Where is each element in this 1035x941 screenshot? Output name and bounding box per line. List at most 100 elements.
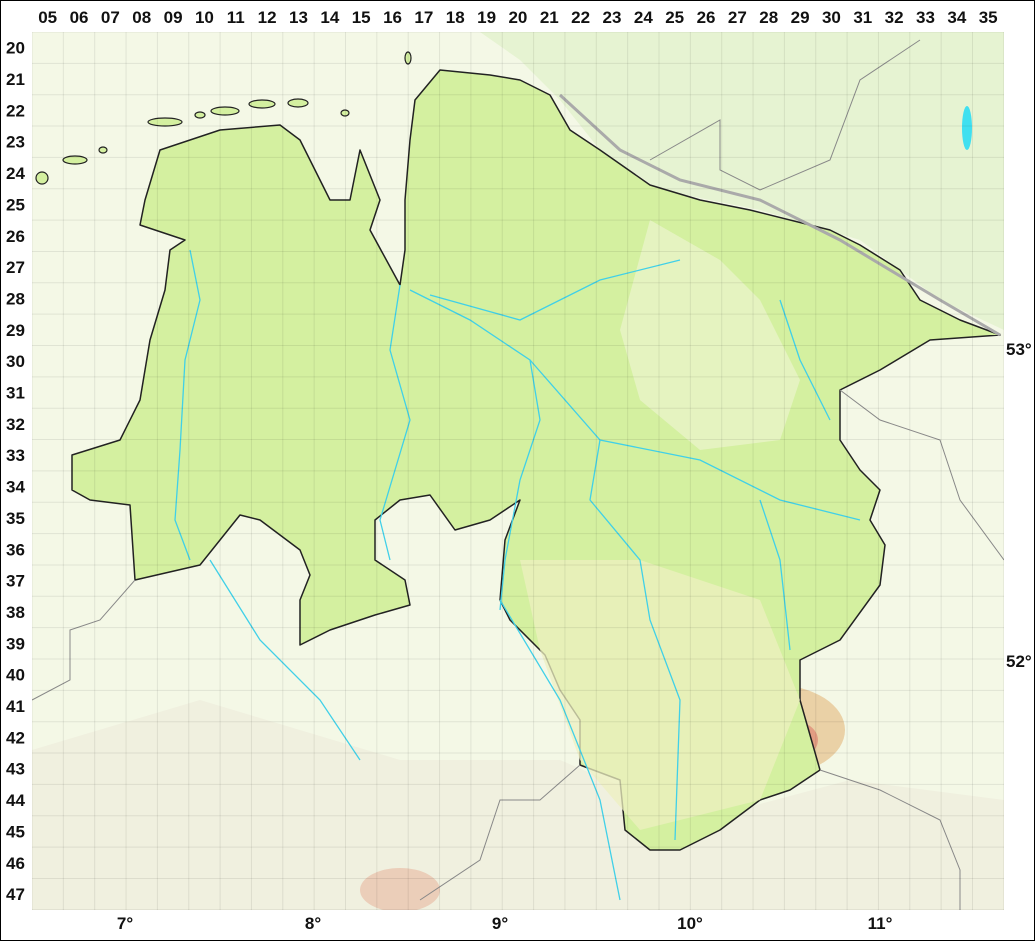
island (147, 117, 183, 127)
row-label: 41 (6, 697, 25, 716)
row-label: 25 (6, 195, 25, 214)
row-label: 39 (6, 634, 25, 653)
column-label: 22 (571, 8, 590, 27)
column-label: 20 (508, 8, 527, 27)
island (194, 111, 206, 119)
column-label: 23 (603, 8, 622, 27)
column-label: 08 (132, 8, 151, 27)
row-label: 35 (6, 509, 25, 528)
column-label: 28 (759, 8, 778, 27)
row-label: 43 (6, 760, 25, 779)
island (35, 171, 49, 185)
island (287, 98, 309, 108)
islands (35, 51, 412, 185)
row-label: 22 (6, 101, 25, 120)
lake (962, 106, 972, 150)
longitude-label: 8° (305, 914, 321, 933)
column-label: 34 (947, 8, 966, 27)
column-label: 06 (70, 8, 89, 27)
column-label: 13 (289, 8, 308, 27)
row-label: 36 (6, 540, 25, 559)
row-label: 23 (6, 133, 25, 152)
column-labels: 05 06 07 08 09 10 11 12 13 14 15 16 17 18 19 20 21 22 23 24… (38, 8, 997, 27)
column-label: 21 (540, 8, 559, 27)
island (340, 109, 350, 117)
heath-area (620, 220, 800, 450)
row-label: 32 (6, 415, 25, 434)
grid-lines (32, 32, 1004, 910)
column-label: 27 (728, 8, 747, 27)
column-label: 30 (822, 8, 841, 27)
row-label: 31 (6, 384, 25, 403)
border-east-south (819, 769, 961, 910)
island (404, 51, 412, 65)
row-label: 37 (6, 572, 25, 591)
row-label: 47 (6, 885, 25, 904)
row-label: 44 (6, 791, 25, 810)
column-label: 29 (791, 8, 810, 27)
column-label: 32 (885, 8, 904, 27)
row-label: 30 (6, 352, 25, 371)
column-label: 07 (101, 8, 120, 27)
column-label: 19 (477, 8, 496, 27)
row-label: 42 (6, 728, 25, 747)
southern-hills-area (520, 560, 800, 830)
row-label: 45 (6, 822, 25, 841)
column-label: 35 (979, 8, 998, 27)
row-label: 28 (6, 289, 25, 308)
longitude-label: 11° (868, 914, 893, 933)
rivers (174, 93, 1001, 901)
border-north-east (649, 39, 921, 191)
row-label: 26 (6, 227, 25, 246)
longitude-label: 10° (677, 914, 703, 933)
island (62, 155, 88, 165)
river-south (499, 599, 621, 901)
river-wuemme (429, 259, 681, 321)
river-elbe (558, 93, 1001, 337)
latitude-label: 53° (1006, 340, 1032, 359)
column-label: 15 (352, 8, 371, 27)
river-ems (174, 249, 201, 561)
southern-upland-area (32, 700, 1004, 910)
row-label: 21 (6, 70, 25, 89)
row-label: 46 (6, 854, 25, 873)
row-label: 24 (6, 164, 25, 183)
latitude-label: 52° (1006, 652, 1032, 671)
border-south (419, 764, 581, 901)
column-label: 25 (665, 8, 684, 27)
column-label: 33 (916, 8, 935, 27)
row-label: 29 (6, 321, 25, 340)
row-label: 33 (6, 446, 25, 465)
river-hunte (379, 284, 411, 561)
island (248, 99, 276, 109)
border-east (839, 389, 1004, 561)
column-label: 11 (227, 8, 245, 27)
column-label: 17 (414, 8, 433, 27)
upland-patch (360, 868, 440, 910)
column-label: 18 (446, 8, 465, 27)
column-label: 05 (38, 8, 57, 27)
row-label: 38 (6, 603, 25, 622)
column-label: 09 (164, 8, 183, 27)
column-label: 12 (258, 8, 277, 27)
column-label: 24 (634, 8, 653, 27)
column-label: 10 (195, 8, 214, 27)
river-leine (589, 439, 681, 841)
river-aller (529, 359, 861, 521)
river-weser (409, 289, 541, 611)
longitude-label: 9° (492, 914, 508, 933)
column-label: 31 (853, 8, 872, 27)
longitude-label: 7° (117, 914, 133, 933)
island (210, 106, 240, 116)
neighbour-borders (32, 39, 1004, 910)
row-label: 34 (6, 478, 25, 497)
river-oker (759, 499, 791, 651)
island (98, 146, 108, 154)
river-vechte (209, 559, 361, 761)
row-label: 27 (6, 258, 25, 277)
row-label: 20 (6, 39, 25, 58)
column-label: 16 (383, 8, 402, 27)
column-label: 26 (697, 8, 716, 27)
row-label: 40 (6, 666, 25, 685)
